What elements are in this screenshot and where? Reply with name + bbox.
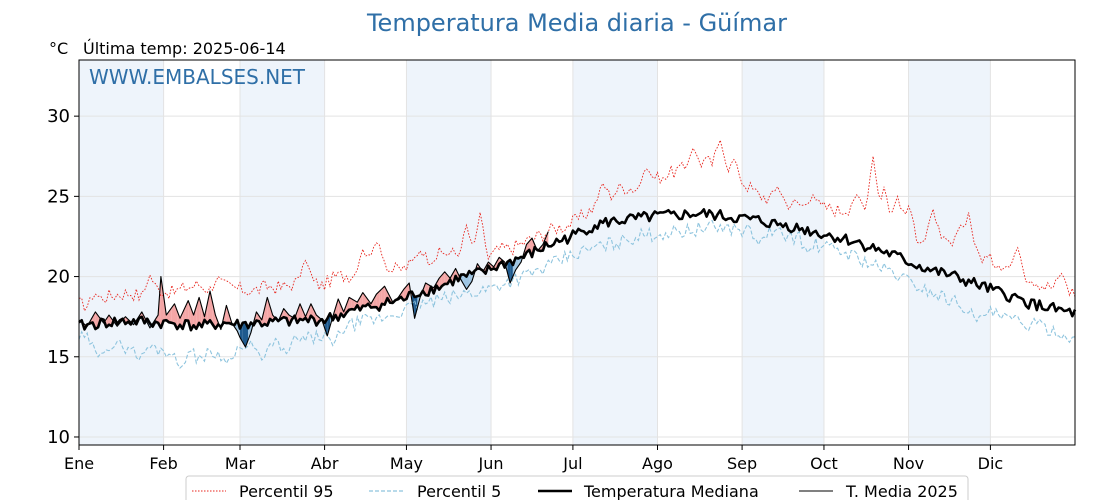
anomaly-fills [79,231,549,348]
anomaly-above-fill [373,294,377,308]
x-axis-ticks: Ene Feb Mar Abr May Jun Jul Ago Sep Oct Nov Dic [64,445,1003,473]
anomaly-above-fill [283,308,287,318]
y-tick-label: 20 [47,267,70,288]
anomaly-above-fill [425,283,429,296]
x-tick-label: Jul [562,454,582,473]
percentile-5-line [78,219,1076,369]
current-year-temperature-line [78,231,549,348]
anomaly-above-fill [95,311,99,329]
anomaly-above-fill [193,306,197,329]
legend-p5-label: Percentil 5 [417,482,501,500]
x-tick-label: Dic [978,454,1004,473]
legend-p95-label: Percentil 95 [239,482,334,500]
month-band [572,60,658,445]
anomaly-above-fill [441,271,445,286]
anomaly-above-fill [160,276,164,328]
last-temp-label: Última temp: 2025-06-14 [83,39,286,58]
legend-median-label: Temperatura Mediana [583,482,759,500]
anomaly-below-fill [507,260,511,283]
legend: Percentil 95 Percentil 5 Temperatura Med… [185,475,969,500]
x-tick-label: Abr [311,454,339,473]
x-tick-label: Jun [478,454,504,473]
x-tick-label: Oct [810,454,838,473]
anomaly-above-fill [256,311,260,322]
watermark-text: WWW.EMBALSES.NET [89,65,306,89]
anomaly-above-fill [171,303,175,324]
anomaly-above-fill [376,291,380,311]
chart-title: Temperatura Media diaria - Güímar [366,9,787,37]
x-tick-label: Nov [893,454,924,473]
percentile-95-line [79,138,1076,312]
x-tick-label: Mar [225,454,256,473]
anomaly-above-fill [349,297,352,310]
plot-frame [78,59,1076,446]
y-axis-ticks: 10 15 20 25 30 [47,106,79,448]
month-band [79,60,164,445]
x-tick-label: Sep [727,454,757,473]
month-band [742,60,824,445]
anomaly-below-fill [461,274,464,285]
month-bands [79,60,991,445]
anomaly-above-fill [351,299,355,310]
anomaly-above-fill [226,305,230,324]
x-tick-label: May [390,454,423,473]
anomaly-above-fill [264,297,268,326]
anomaly-above-fill [212,303,216,329]
anomaly-above-fill [169,307,172,323]
anomaly-above-fill [403,286,407,301]
y-tick-label: 10 [47,427,70,448]
anomaly-above-fill [300,303,303,321]
anomaly-above-fill [207,291,210,324]
anomaly-above-fill [210,291,213,325]
legend-box [185,475,969,500]
month-band [239,60,325,445]
x-tick-label: Ene [64,454,94,473]
x-tick-label: Ago [642,454,673,473]
month-band [908,60,991,445]
anomaly-above-fill [381,286,385,305]
y-tick-label: 25 [47,186,70,207]
median-temperature-line [78,208,1077,332]
anomaly-below-fill [242,322,246,348]
x-tick-label: Feb [149,454,177,473]
y-tick-label: 15 [47,347,70,368]
anomaly-above-fill [109,315,112,326]
y-tick-label: 30 [47,106,70,127]
unit-label: °C [49,39,68,58]
legend-current-label: T. Media 2025 [845,482,958,500]
series-lines [78,138,1077,369]
